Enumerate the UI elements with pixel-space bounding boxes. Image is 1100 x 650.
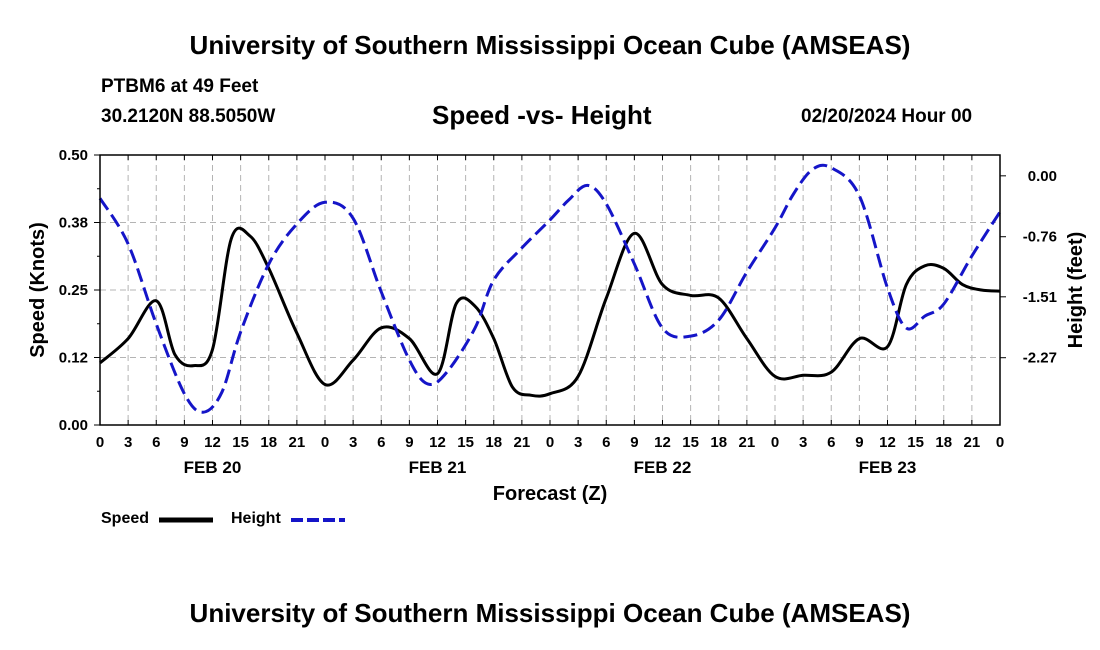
- x-tick-label: 6: [827, 434, 835, 451]
- x-tick-label: 12: [879, 434, 896, 451]
- x-tick-label: 0: [996, 434, 1004, 451]
- x-tick-label: 21: [739, 434, 756, 451]
- station-label: PTBM6 at 49 Feet: [101, 76, 259, 97]
- x-tick-label: 6: [602, 434, 610, 451]
- x-tick-label: 9: [180, 434, 188, 451]
- x-tick-label: 9: [630, 434, 638, 451]
- chart-title: University of Southern Mississippi Ocean…: [189, 30, 911, 60]
- x-tick-label: 0: [96, 434, 104, 451]
- legend-speed-label: Speed: [101, 510, 150, 527]
- x-tick-label: 3: [574, 434, 582, 451]
- x-tick-label: 9: [405, 434, 413, 451]
- chart-subtitle: Speed -vs- Height: [432, 100, 652, 130]
- legend-height-label: Height: [231, 510, 281, 527]
- day-label: FEB 22: [634, 458, 692, 477]
- footer-title: University of Southern Mississippi Ocean…: [189, 598, 911, 628]
- y-axis-label: Speed (Knots): [27, 222, 49, 358]
- x-tick-label: 15: [682, 434, 699, 451]
- x-tick-label: 15: [232, 434, 249, 451]
- x-tick-label: 12: [654, 434, 671, 451]
- ticks: [94, 154, 1006, 426]
- x-tick-label: 0: [546, 434, 554, 451]
- y-tick-label: 0.00: [59, 417, 88, 434]
- y2-tick-label: 0.00: [1028, 168, 1057, 185]
- x-tick-label: 0: [321, 434, 329, 451]
- x-tick-label: 18: [935, 434, 952, 451]
- x-tick-label: 15: [907, 434, 924, 451]
- tick-labels: 0 3 6 9 12 15 18 21 0 3 6 9 12 15 18 21 0 3 6 9 12 15 18 21 0 3 6 9…: [59, 147, 1057, 477]
- x-tick-label: 12: [429, 434, 446, 451]
- x-tick-label: 6: [377, 434, 385, 451]
- legend-height-swatch: [291, 518, 345, 522]
- y-tick-label: 0.25: [59, 282, 88, 299]
- x-tick-label: 18: [710, 434, 727, 451]
- height-series-line: [98, 163, 1002, 414]
- x-tick-label: 0: [771, 434, 779, 451]
- station-coordinates: 30.2120N 88.5050W: [101, 106, 276, 127]
- x-axis-label: Forecast (Z): [493, 483, 607, 505]
- x-tick-label: 6: [152, 434, 160, 451]
- y2-axis-label: Height (feet): [1065, 232, 1087, 349]
- y-tick-label: 0.38: [59, 215, 88, 232]
- day-label: FEB 23: [859, 458, 917, 477]
- series-lines: [98, 163, 1002, 414]
- legend-speed-swatch: [159, 517, 213, 523]
- y-tick-label: 0.50: [59, 147, 88, 164]
- forecast-datetime: 02/20/2024 Hour 00: [801, 106, 973, 127]
- x-tick-label: 3: [124, 434, 132, 451]
- x-tick-label: 3: [799, 434, 807, 451]
- x-tick-label: 21: [514, 434, 531, 451]
- speed-series-line: [99, 226, 1001, 398]
- y2-tick-label: -0.76: [1023, 229, 1057, 246]
- day-label: FEB 21: [409, 458, 467, 477]
- x-tick-label: 3: [349, 434, 357, 451]
- grid: [100, 155, 1000, 425]
- x-tick-label: 9: [855, 434, 863, 451]
- x-tick-label: 21: [964, 434, 981, 451]
- x-tick-label: 18: [485, 434, 502, 451]
- day-label: FEB 20: [184, 458, 242, 477]
- x-tick-label: 15: [457, 434, 474, 451]
- x-tick-label: 18: [260, 434, 277, 451]
- y2-tick-label: -2.27: [1023, 350, 1057, 367]
- y-tick-label: 0.12: [59, 350, 88, 367]
- x-tick-label: 12: [204, 434, 221, 451]
- x-tick-label: 21: [289, 434, 306, 451]
- y2-tick-label: -1.51: [1023, 289, 1057, 306]
